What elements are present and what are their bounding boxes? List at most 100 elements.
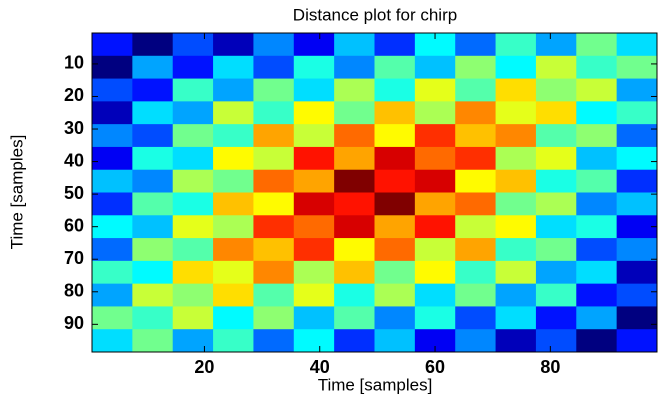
heatmap-cell (172, 78, 214, 102)
heatmap-cell (535, 192, 577, 216)
heatmap-cell (213, 78, 254, 102)
y-tick-label: 20 (64, 85, 84, 105)
heatmap-cell (374, 124, 416, 148)
heatmap-cell (172, 169, 214, 193)
x-tick-label: 60 (425, 357, 445, 377)
heatmap-cell (535, 260, 577, 285)
heatmap-cell (495, 169, 537, 193)
heatmap-cell (172, 33, 214, 57)
heatmap-cell (213, 215, 254, 239)
heatmap-cell (616, 55, 658, 80)
heatmap-cell (414, 169, 456, 193)
y-tick-label: 30 (64, 118, 84, 138)
heatmap-cell (334, 78, 375, 102)
heatmap-cell (293, 146, 335, 171)
heatmap-cell (414, 33, 456, 57)
heatmap-cell (334, 238, 375, 262)
heatmap-cell (495, 146, 537, 171)
heatmap-cell (253, 33, 295, 57)
heatmap-cell (576, 283, 618, 307)
heatmap-cell (495, 283, 537, 307)
heatmap-cell (616, 101, 658, 125)
heatmap-cell (455, 238, 497, 262)
heatmap-cell (293, 260, 335, 285)
heatmap-cell (334, 146, 375, 171)
heatmap-cell (213, 169, 254, 193)
heatmap-cell (535, 33, 577, 57)
x-tick-label: 20 (194, 357, 214, 377)
heatmap-cell (132, 329, 174, 353)
heatmap-cell (92, 146, 133, 171)
heatmap-cell (172, 238, 214, 262)
heatmap-cell (172, 124, 214, 148)
heatmap-cell (455, 169, 497, 193)
heatmap-cell (495, 260, 537, 285)
heatmap-cell (374, 215, 416, 239)
x-tick-label: 40 (310, 357, 330, 377)
heatmap-cell (616, 215, 658, 239)
heatmap-cell (253, 169, 295, 193)
heatmap-cell (535, 101, 577, 125)
heatmap-cell (253, 124, 295, 148)
heatmap-cell (455, 215, 497, 239)
heatmap-cell (334, 329, 375, 353)
heatmap-cell (132, 101, 174, 125)
heatmap-cell (374, 78, 416, 102)
heatmap-cell (334, 192, 375, 216)
heatmap-cell (334, 169, 375, 193)
heatmap-cell (576, 260, 618, 285)
y-tick-label: 70 (64, 248, 84, 268)
heatmap-cell (616, 146, 658, 171)
heatmap-cell (213, 124, 254, 148)
heatmap-cell (293, 283, 335, 307)
heatmap-cell (576, 238, 618, 262)
heatmap-cell (253, 306, 295, 330)
heatmap-cell (253, 260, 295, 285)
heatmap-cell (455, 146, 497, 171)
y-axis-label: Time [samples] (7, 135, 26, 250)
heatmap-cell (576, 146, 618, 171)
heatmap-cell (616, 33, 658, 57)
heatmap-cell (616, 260, 658, 285)
heatmap-cell (132, 306, 174, 330)
heatmap-cell (92, 306, 133, 330)
heatmap-cell (334, 283, 375, 307)
heatmap-cell (535, 55, 577, 80)
y-tick-label: 10 (64, 53, 84, 73)
heatmap-cell (132, 146, 174, 171)
heatmap-cell (576, 169, 618, 193)
heatmap-cell (334, 101, 375, 125)
heatmap-cell (455, 33, 497, 57)
heatmap-cell (213, 55, 254, 80)
heatmap-cell (535, 283, 577, 307)
heatmap-cell (414, 283, 456, 307)
heatmap-cell (535, 124, 577, 148)
heatmap-cell (374, 55, 416, 80)
heatmap-cell (616, 192, 658, 216)
heatmap-cell (616, 238, 658, 262)
heatmap-cell (495, 124, 537, 148)
heatmap-cell (495, 238, 537, 262)
heatmap-cell (172, 306, 214, 330)
heatmap-cell (132, 283, 174, 307)
heatmap-cell (616, 306, 658, 330)
y-tick-label: 50 (64, 183, 84, 203)
heatmap-cell (414, 146, 456, 171)
heatmap-cell (374, 238, 416, 262)
heatmap-cell (172, 55, 214, 80)
plot-frame (91, 32, 658, 353)
heatmap-cell (213, 33, 254, 57)
heatmap-cell (495, 329, 537, 353)
heatmap-cell (455, 260, 497, 285)
heatmap-cell (253, 101, 295, 125)
heatmap-cell (293, 192, 335, 216)
heatmap-cell (414, 101, 456, 125)
heatmap-cell (92, 283, 133, 307)
heatmap-cell (576, 192, 618, 216)
heatmap-cell (293, 33, 335, 57)
heatmap-cell (616, 329, 658, 353)
heatmap-cell (334, 260, 375, 285)
heatmap-cell (495, 192, 537, 216)
heatmap-cell (253, 146, 295, 171)
